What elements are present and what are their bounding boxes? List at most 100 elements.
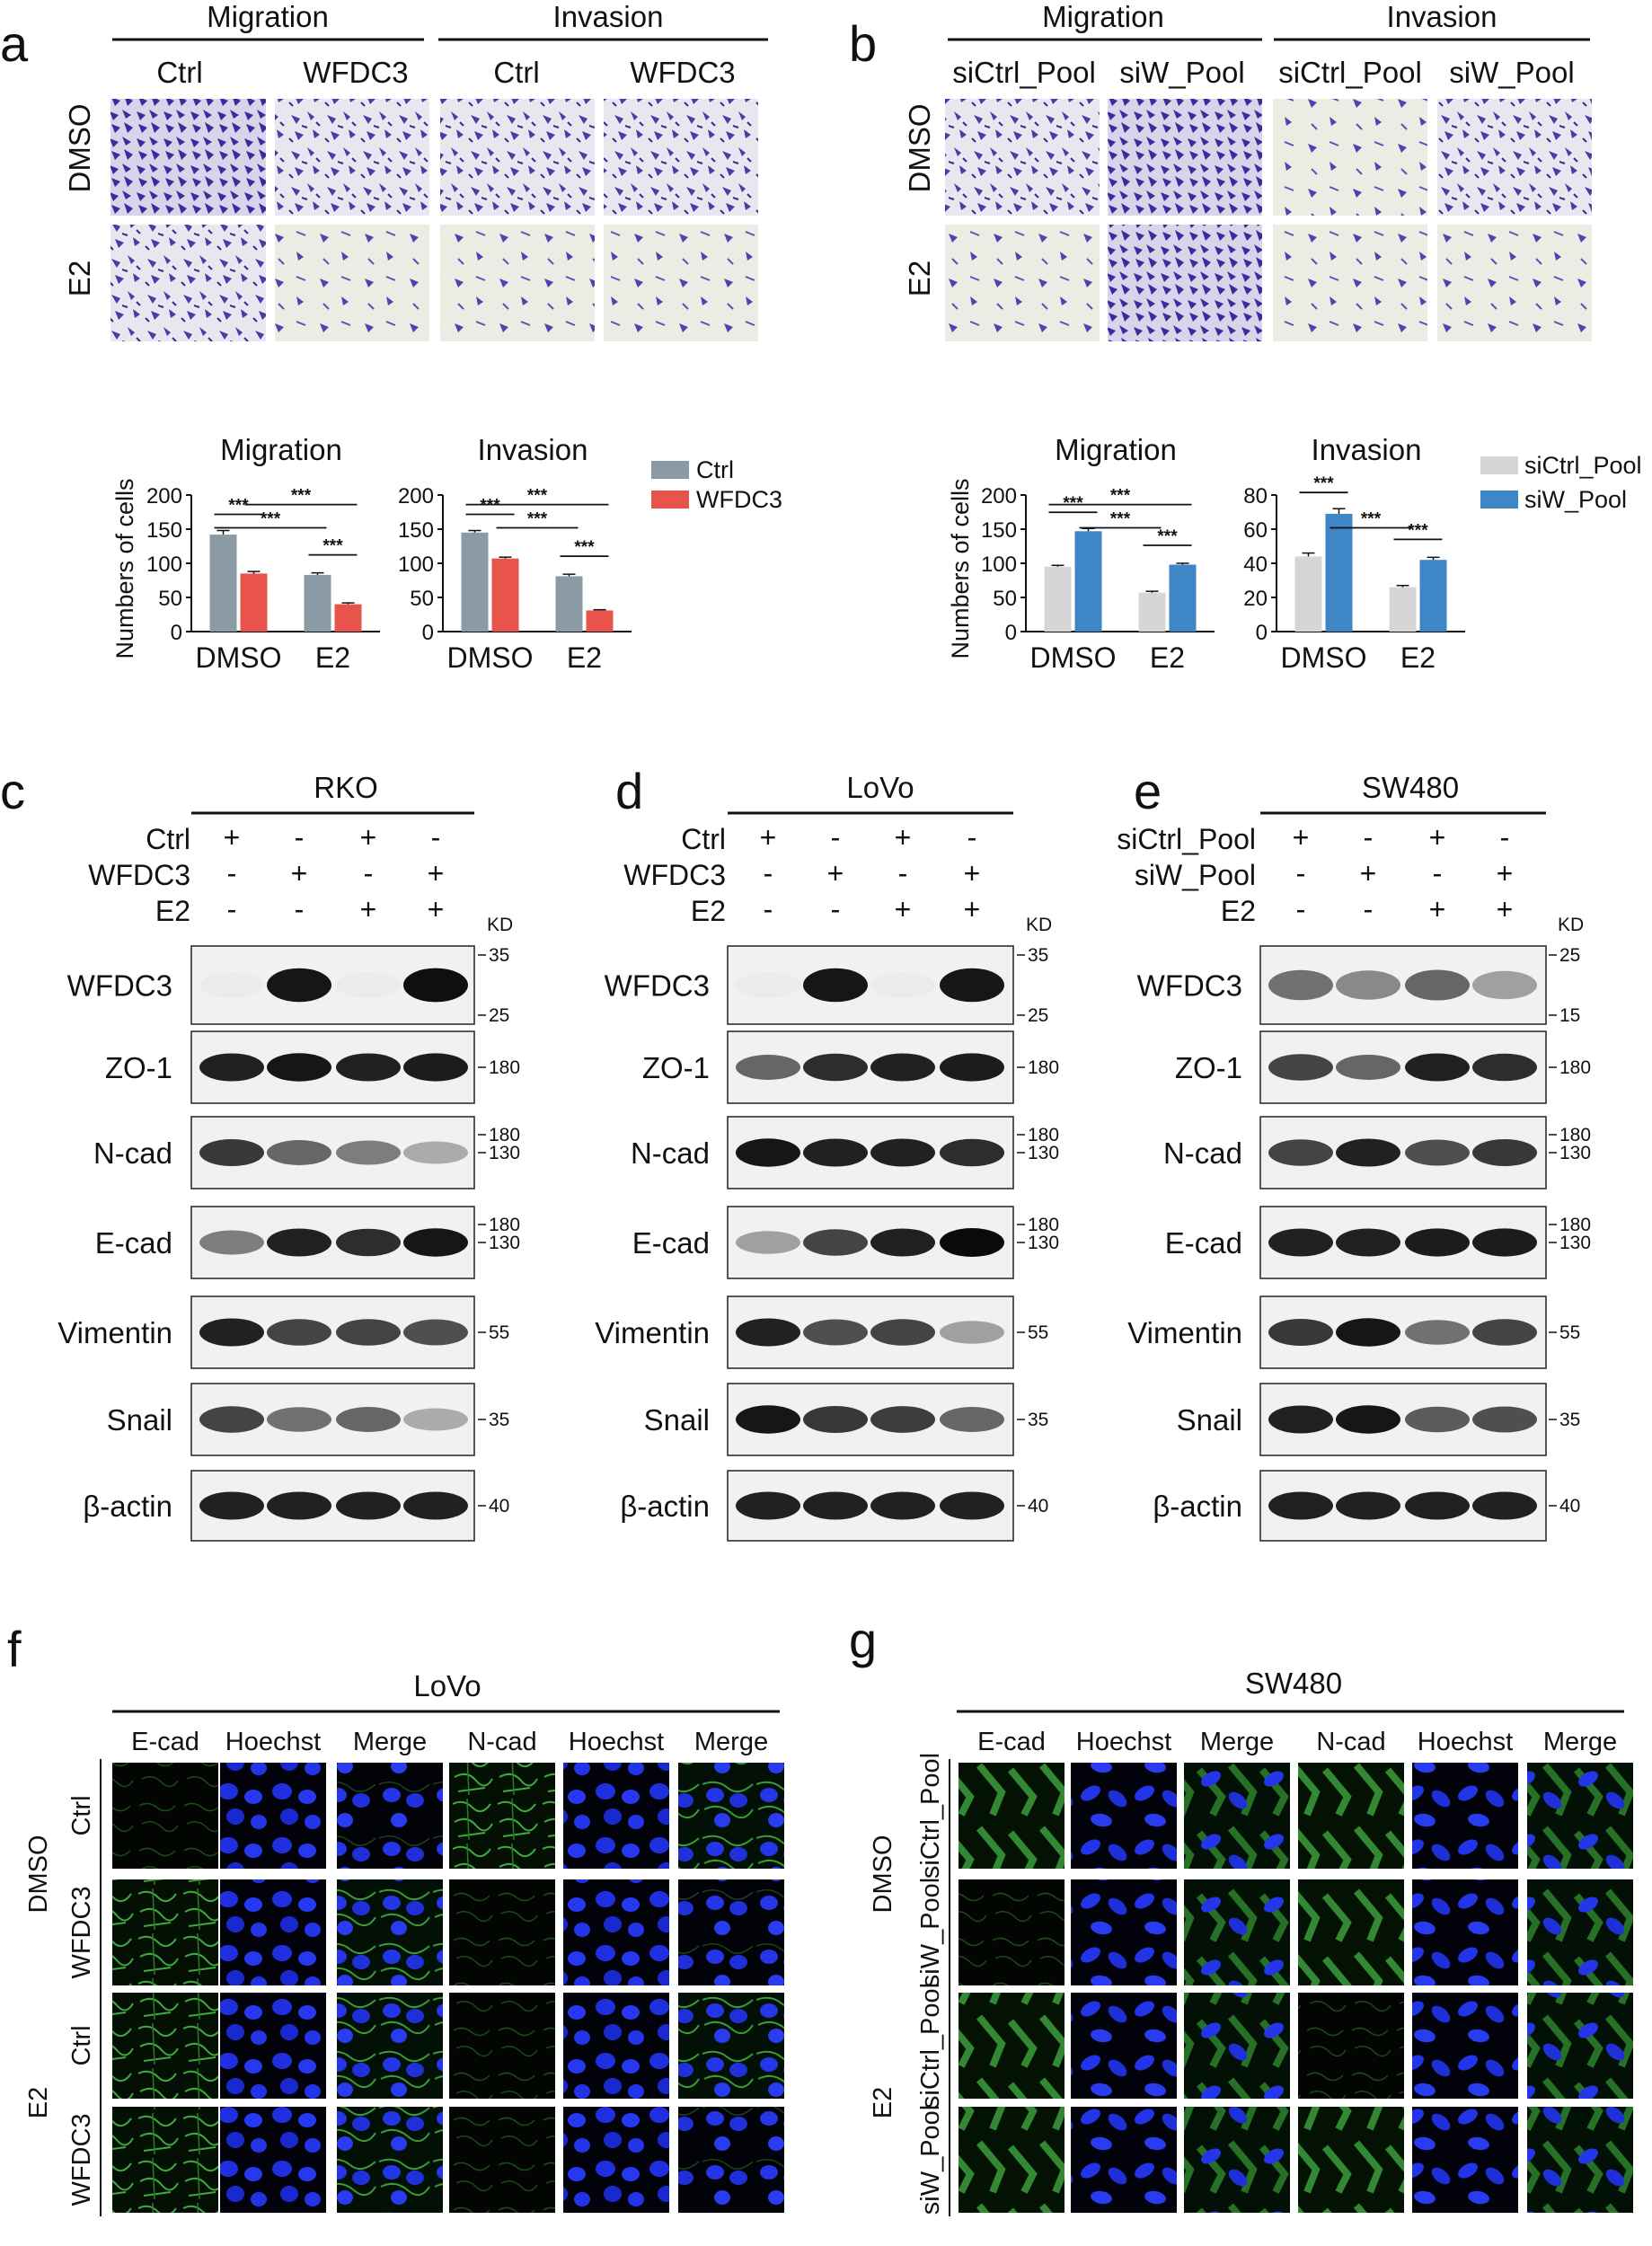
bar bbox=[1138, 592, 1166, 632]
blot-band bbox=[267, 1407, 331, 1432]
if-image bbox=[1527, 1993, 1633, 2099]
if-col-label: Hoechst bbox=[225, 1728, 321, 1756]
significance-label: *** bbox=[527, 509, 548, 528]
blot-band bbox=[199, 1406, 264, 1433]
blot-band bbox=[336, 972, 401, 998]
legend-swatch bbox=[651, 491, 689, 508]
y-tick-label: 0 bbox=[171, 621, 182, 645]
transwell-image bbox=[1108, 99, 1262, 216]
legend-label: WFDC3 bbox=[696, 486, 782, 513]
y-tick-label: 0 bbox=[1005, 621, 1017, 645]
blot-band bbox=[199, 972, 264, 998]
transwell-image bbox=[945, 225, 1100, 341]
kd-label: KD bbox=[1026, 915, 1052, 935]
col-label: siW_Pool bbox=[1119, 56, 1244, 89]
panel-label-c: c bbox=[0, 763, 25, 819]
bar bbox=[1389, 587, 1417, 632]
group-header-invasion: Invasion bbox=[1387, 0, 1497, 33]
protein-label: WFDC3 bbox=[605, 969, 710, 1003]
marker-label: 40 bbox=[1028, 1496, 1048, 1516]
if-image bbox=[678, 2107, 784, 2213]
marker-label: 130 bbox=[1559, 1233, 1591, 1253]
marker-label: 180 bbox=[489, 1215, 520, 1235]
blot-band bbox=[1268, 1054, 1333, 1081]
condition-sign: - bbox=[364, 857, 374, 889]
y-tick-label: 0 bbox=[1256, 621, 1268, 645]
if-group-label: E2 bbox=[869, 2087, 897, 2118]
if-image bbox=[563, 1763, 669, 1869]
blot-band bbox=[1405, 1139, 1470, 1166]
if-col-label: Hoechst bbox=[1418, 1728, 1513, 1756]
if-image bbox=[1184, 1879, 1290, 1985]
if-image bbox=[112, 1993, 218, 2099]
blot-band bbox=[803, 968, 868, 1003]
bar bbox=[334, 604, 362, 632]
cell-line-label: SW480 bbox=[1362, 771, 1459, 804]
blot-band bbox=[1472, 1491, 1537, 1520]
x-tick-label: E2 bbox=[1150, 641, 1185, 674]
y-tick-label: 200 bbox=[146, 484, 182, 508]
if-image bbox=[449, 2107, 555, 2213]
condition-label: E2 bbox=[1221, 895, 1256, 927]
blot-band bbox=[1472, 1406, 1537, 1433]
condition-sign: + bbox=[1429, 893, 1446, 925]
panel-label-g: g bbox=[849, 1612, 877, 1668]
transwell-image bbox=[275, 225, 429, 341]
if-row-label: Ctrl bbox=[67, 2025, 96, 2065]
condition-label: siW_Pool bbox=[1135, 859, 1256, 891]
x-tick-label: E2 bbox=[315, 641, 350, 674]
if-image bbox=[1071, 1763, 1177, 1869]
blot-band bbox=[199, 1318, 264, 1347]
condition-sign: - bbox=[295, 821, 305, 853]
if-col-label: Merge bbox=[353, 1728, 427, 1756]
protein-label: WFDC3 bbox=[67, 969, 172, 1003]
y-tick-label: 50 bbox=[410, 587, 434, 611]
bar bbox=[304, 574, 331, 632]
blot-band bbox=[803, 1229, 868, 1256]
legend-swatch bbox=[651, 461, 689, 479]
marker-label: 180 bbox=[1028, 1057, 1059, 1078]
if-col-label: Hoechst bbox=[569, 1728, 664, 1756]
chart-title: Migration bbox=[1055, 433, 1177, 466]
blot-band bbox=[803, 1138, 868, 1167]
transwell-image bbox=[604, 225, 758, 341]
condition-sign: - bbox=[898, 857, 908, 889]
x-tick-label: DMSO bbox=[1281, 641, 1367, 674]
blot-band bbox=[940, 1321, 1004, 1344]
blot-band bbox=[803, 1406, 868, 1433]
blot-band bbox=[267, 1228, 331, 1257]
significance-label: *** bbox=[261, 509, 281, 528]
bar bbox=[586, 610, 614, 632]
condition-sign: + bbox=[760, 821, 777, 853]
row-label: DMSO bbox=[63, 104, 96, 193]
if-group-label: DMSO bbox=[24, 1835, 53, 1914]
marker-label: 180 bbox=[1559, 1215, 1591, 1235]
blot-band bbox=[1472, 1053, 1537, 1082]
condition-sign: - bbox=[831, 821, 841, 853]
blot-band bbox=[940, 1053, 1004, 1082]
protein-label: Snail bbox=[107, 1403, 172, 1437]
if-col-label: Hoechst bbox=[1076, 1728, 1171, 1756]
protein-label: β-actin bbox=[620, 1490, 710, 1523]
condition-sign: + bbox=[1497, 893, 1514, 925]
if-image bbox=[959, 2107, 1065, 2213]
y-tick-label: 150 bbox=[981, 518, 1017, 543]
blot-band bbox=[1268, 1228, 1333, 1257]
condition-sign: - bbox=[1500, 821, 1510, 853]
condition-label: WFDC3 bbox=[623, 859, 726, 891]
marker-label: 35 bbox=[489, 1410, 509, 1430]
protein-label: Vimentin bbox=[57, 1316, 172, 1349]
transwell-image bbox=[440, 99, 595, 216]
blot-band bbox=[1336, 1138, 1400, 1167]
if-image bbox=[112, 1763, 218, 1869]
marker-label: 180 bbox=[489, 1125, 520, 1145]
blot-band bbox=[803, 1491, 868, 1520]
transwell-image bbox=[945, 99, 1100, 216]
protein-label: E-cad bbox=[632, 1226, 710, 1260]
blot-band bbox=[870, 972, 935, 998]
protein-label: β-actin bbox=[1153, 1490, 1242, 1523]
cell-line-label: LoVo bbox=[846, 771, 914, 804]
blot-band bbox=[736, 1491, 800, 1520]
condition-label: WFDC3 bbox=[88, 859, 190, 891]
if-group-label: E2 bbox=[24, 2087, 53, 2118]
